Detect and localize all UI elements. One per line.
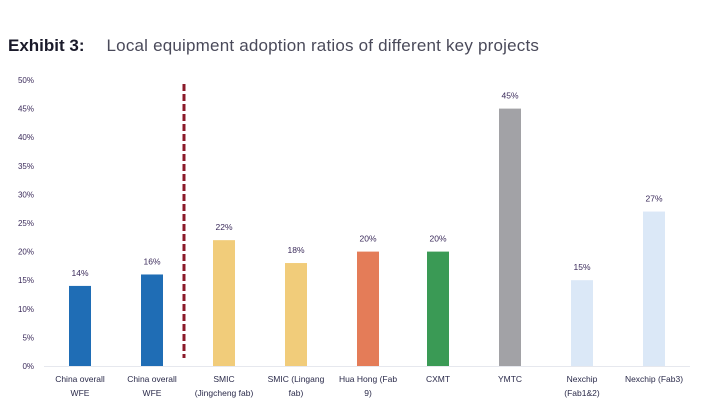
x-category-label: Hua Hong (Fab xyxy=(339,374,397,384)
bar xyxy=(141,274,163,366)
x-category-label: (Jingcheng fab) xyxy=(195,388,254,398)
data-label: 16% xyxy=(143,256,160,266)
y-tick-label: 40% xyxy=(18,133,34,142)
chart-title: Exhibit 3: Local equipment adoption ratio… xyxy=(8,36,539,56)
data-label: 14% xyxy=(71,268,88,278)
x-category-label: Nexchip (Fab3) xyxy=(625,374,683,384)
x-category-label: (Fab1&2) xyxy=(564,388,600,398)
data-label: 15% xyxy=(573,262,590,272)
y-tick-label: 25% xyxy=(18,219,34,228)
bar xyxy=(499,108,521,366)
bar xyxy=(643,211,665,366)
y-tick-label: 50% xyxy=(18,76,34,85)
bar xyxy=(357,251,379,366)
y-tick-label: 10% xyxy=(18,305,34,314)
x-category-label: fab) xyxy=(289,388,304,398)
data-label: 18% xyxy=(287,245,304,255)
y-tick-label: 5% xyxy=(22,333,34,342)
x-category-label: WFE xyxy=(71,388,90,398)
data-label: 22% xyxy=(215,222,232,232)
data-label: 20% xyxy=(359,234,376,244)
x-category-label: 9) xyxy=(364,388,372,398)
chart-title-text: Local equipment adoption ratios of diffe… xyxy=(106,36,540,55)
y-tick-label: 20% xyxy=(18,248,34,257)
x-category-label: SMIC xyxy=(213,374,234,384)
bar xyxy=(213,240,235,366)
y-tick-label: 45% xyxy=(18,105,34,114)
x-category-label: China overall xyxy=(127,374,177,384)
bar xyxy=(427,251,449,366)
x-category-label: China overall xyxy=(55,374,105,384)
bar xyxy=(571,280,593,366)
x-category-label: CXMT xyxy=(426,374,450,384)
data-label: 45% xyxy=(501,91,518,101)
data-label: 20% xyxy=(429,234,446,244)
y-tick-label: 15% xyxy=(18,276,34,285)
x-category-label: Nexchip xyxy=(567,374,598,384)
y-tick-label: 35% xyxy=(18,162,34,171)
x-category-label: WFE xyxy=(143,388,162,398)
x-category-label: YMTC xyxy=(498,374,522,384)
x-category-label: SMIC (Lingang xyxy=(268,374,325,384)
data-label: 27% xyxy=(645,194,662,204)
y-tick-label: 30% xyxy=(18,190,34,199)
bar xyxy=(69,285,91,366)
bar xyxy=(285,263,307,366)
exhibit-number: Exhibit 3: xyxy=(8,36,85,55)
y-tick-label: 0% xyxy=(22,362,34,371)
